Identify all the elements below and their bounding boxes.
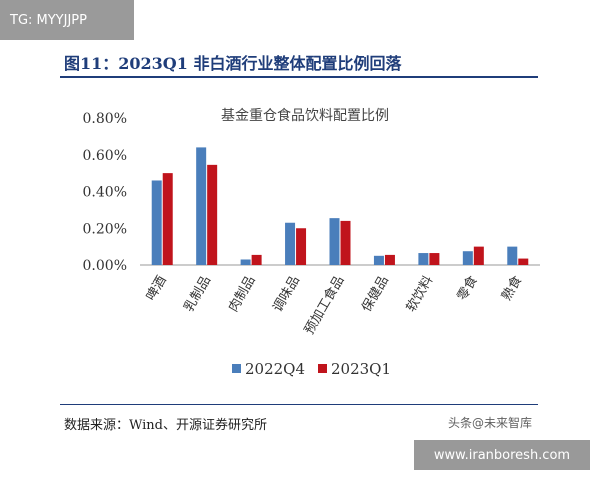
bars-group	[151, 147, 529, 265]
x-tick-label: 调味品	[271, 274, 303, 315]
bar-2022Q4-啤酒	[151, 180, 162, 265]
legend-swatch-2022Q4	[232, 364, 241, 373]
watermark-tag: TG: MYYJJPP	[0, 0, 134, 40]
bar-2022Q4-调味品	[285, 222, 296, 265]
bar-2023Q1-预加工食品	[340, 220, 351, 265]
bar-chart: 基金重仓食品饮料配置比例 0.00% 0.20% 0.40% 0.60% 0.80% 啤…	[83, 107, 540, 378]
bar-2022Q4-熟食	[507, 246, 518, 265]
bar-2023Q1-调味品	[296, 228, 307, 265]
y-tick-label: 0.80%	[83, 111, 127, 127]
bar-2023Q1-肉制品	[251, 254, 262, 265]
bar-2022Q4-预加工食品	[329, 218, 340, 265]
x-tick-label: 预加工食品	[301, 273, 347, 337]
site-watermark: www.iranboresh.com	[414, 440, 590, 470]
bar-2022Q4-乳制品	[196, 147, 207, 265]
y-tick-label: 0.60%	[83, 148, 127, 164]
y-axis-ticks: 0.00% 0.20% 0.40% 0.60% 0.80%	[83, 111, 127, 274]
x-tick-label: 熟食	[498, 273, 525, 304]
bar-2023Q1-熟食	[518, 258, 529, 265]
y-tick-label: 0.00%	[83, 258, 127, 274]
legend-label-2022Q4: 2022Q4	[245, 360, 305, 378]
x-tick-label: 软饮料	[404, 274, 436, 315]
source-rule	[60, 404, 538, 405]
legend-label-2023Q1: 2023Q1	[331, 360, 391, 378]
bar-2022Q4-保健品	[373, 255, 384, 265]
title-rule	[60, 76, 538, 78]
x-tick-label: 乳制品	[182, 274, 214, 315]
bar-2023Q1-保健品	[384, 254, 395, 265]
x-tick-label: 保健品	[359, 274, 391, 315]
bar-2023Q1-零食	[473, 246, 484, 265]
bar-2023Q1-乳制品	[207, 164, 218, 265]
x-tick-label: 肉制品	[226, 274, 258, 315]
chart-title: 基金重仓食品饮料配置比例	[221, 107, 389, 124]
figure-title: 图11：2023Q1 非白酒行业整体配置比例回落	[64, 54, 402, 73]
y-tick-label: 0.40%	[83, 185, 127, 201]
bar-2023Q1-软饮料	[429, 253, 440, 265]
bar-2022Q4-肉制品	[240, 259, 251, 265]
legend: 2022Q4 2023Q1	[232, 360, 391, 378]
x-tick-label: 啤酒	[144, 274, 170, 304]
bar-2022Q4-软饮料	[418, 253, 429, 265]
source-note: 数据来源：Wind、开源证券研究所	[64, 418, 267, 433]
bar-2022Q4-零食	[462, 251, 473, 265]
bar-2023Q1-啤酒	[162, 173, 173, 265]
corner-watermark: 头条@未来智库	[448, 416, 533, 430]
legend-swatch-2023Q1	[318, 364, 327, 373]
x-tick-label: 零食	[454, 273, 481, 304]
y-tick-label: 0.20%	[83, 221, 127, 237]
